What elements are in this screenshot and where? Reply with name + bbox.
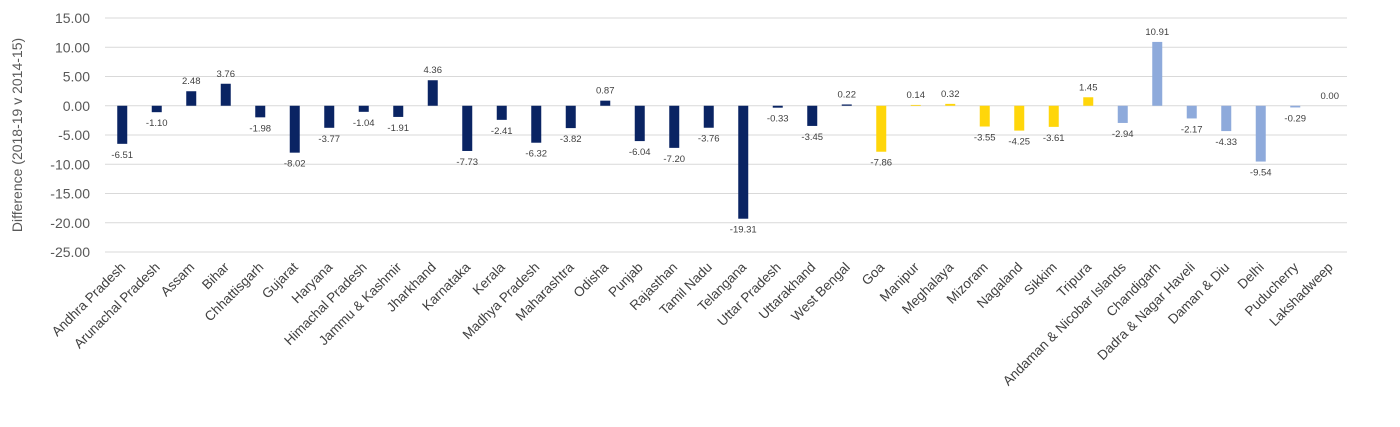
bar — [358, 105, 369, 112]
data-label: 0.14 — [907, 90, 926, 101]
bar — [427, 80, 438, 106]
y-tick-label: -20.00 — [50, 215, 90, 231]
bar — [1048, 105, 1059, 127]
data-label: -9.54 — [1250, 168, 1272, 179]
bar — [945, 103, 956, 106]
data-label: -3.77 — [318, 134, 340, 145]
data-label: -2.41 — [491, 126, 513, 137]
bar — [807, 105, 818, 126]
y-tick-label: 0.00 — [63, 98, 90, 114]
data-label: -1.10 — [146, 118, 168, 129]
y-tick-label: -10.00 — [50, 156, 90, 172]
x-tick-label: Sikkim — [1021, 260, 1060, 299]
bar — [565, 105, 576, 129]
bar — [703, 105, 714, 128]
data-label: -7.86 — [870, 158, 892, 169]
data-label: -1.04 — [353, 118, 375, 129]
bar — [255, 105, 266, 118]
bar — [117, 105, 128, 144]
y-tick-label: 5.00 — [63, 69, 90, 85]
data-label: 0.87 — [596, 86, 615, 97]
y-tick-label: -5.00 — [58, 127, 90, 143]
data-label: -1.91 — [387, 123, 409, 134]
bar — [910, 104, 921, 106]
bar — [669, 105, 680, 148]
data-label: -0.33 — [767, 114, 789, 125]
data-label: -6.51 — [111, 150, 133, 161]
y-tick-label: 15.00 — [55, 10, 90, 26]
bar — [531, 105, 542, 143]
data-label: 3.76 — [217, 69, 236, 80]
bars — [117, 41, 1301, 219]
data-label: -0.29 — [1284, 113, 1306, 124]
data-label: -3.55 — [974, 133, 996, 144]
bar — [1117, 105, 1128, 123]
data-label: -2.17 — [1181, 124, 1203, 135]
data-label: -3.61 — [1043, 133, 1065, 144]
bar — [462, 105, 473, 151]
bar — [1152, 41, 1163, 106]
bar — [600, 100, 611, 106]
data-label: -4.25 — [1008, 137, 1030, 148]
gridlines — [105, 17, 1347, 253]
bar — [841, 104, 852, 106]
y-tick-label: 10.00 — [55, 39, 90, 55]
bar — [1255, 105, 1266, 162]
data-label: 10.91 — [1145, 27, 1169, 38]
bar — [876, 105, 887, 152]
data-labels: -6.51 -1.10 2.48 3.76 -1.98 -8.02 -3.77 -1.04 -1… — [111, 27, 1339, 236]
bar — [772, 105, 783, 108]
y-axis-title: Difference (2018-19 v 2014-15) — [9, 38, 25, 232]
bar — [1014, 105, 1025, 131]
data-label: -3.82 — [560, 134, 582, 145]
bar — [186, 91, 197, 106]
data-label: -3.76 — [698, 134, 720, 145]
bar — [1221, 105, 1232, 132]
bar — [979, 105, 990, 127]
data-label: -6.32 — [525, 149, 547, 160]
data-label: -7.20 — [663, 154, 685, 165]
bar — [738, 105, 749, 219]
data-label: -1.98 — [249, 123, 271, 134]
data-label: -3.45 — [801, 132, 823, 143]
bar — [393, 105, 404, 117]
data-label: -7.73 — [456, 157, 478, 168]
data-label: -8.02 — [284, 159, 306, 170]
data-label: 1.45 — [1079, 82, 1098, 93]
data-label: -6.04 — [629, 147, 651, 158]
x-tick-label: Odisha — [571, 259, 612, 300]
y-tick-label: -15.00 — [50, 186, 90, 202]
bar — [220, 83, 231, 106]
x-tick-label: Goa — [859, 259, 888, 288]
data-label: -2.94 — [1112, 129, 1134, 140]
bar — [151, 105, 162, 113]
data-label: -19.31 — [730, 225, 757, 236]
bar — [496, 105, 507, 120]
data-label: 0.32 — [941, 89, 960, 100]
x-tick-label: Daman & Diu — [1165, 260, 1232, 327]
bar — [1186, 105, 1197, 119]
bar — [289, 105, 300, 153]
data-label: 0.00 — [1321, 91, 1340, 102]
bar — [1083, 97, 1094, 106]
x-tick-label: Assam — [158, 260, 198, 300]
bar — [634, 105, 645, 142]
data-label: -4.33 — [1215, 137, 1237, 148]
y-axis-ticks: 15.00 10.00 5.00 0.00 -5.00 -10.00 -15.00 -20.0… — [50, 10, 90, 260]
data-label: 0.22 — [838, 89, 857, 100]
data-label: 2.48 — [182, 76, 201, 87]
bar — [324, 105, 335, 128]
data-label: 4.36 — [424, 65, 443, 76]
y-tick-label: -25.00 — [50, 244, 90, 260]
bar — [1290, 105, 1301, 108]
